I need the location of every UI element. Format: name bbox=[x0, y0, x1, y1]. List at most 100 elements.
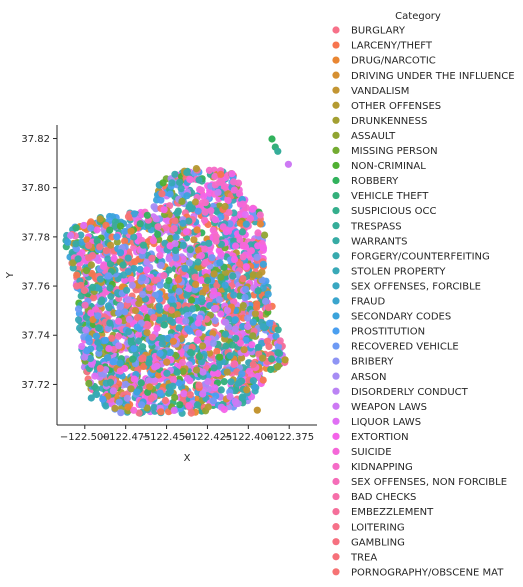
scatter-point bbox=[261, 231, 269, 239]
legend-marker bbox=[332, 508, 340, 516]
scatter-point bbox=[247, 247, 255, 255]
scatter-point bbox=[205, 166, 213, 174]
scatter-point bbox=[130, 406, 138, 414]
scatter-point bbox=[185, 402, 193, 410]
scatter-point bbox=[211, 216, 219, 224]
scatter-point bbox=[171, 170, 179, 178]
scatter-point bbox=[181, 265, 189, 273]
scatter-point bbox=[207, 207, 215, 215]
scatter-point bbox=[195, 329, 203, 337]
scatter-point bbox=[274, 363, 282, 371]
scatter-point bbox=[158, 190, 166, 198]
scatter-point bbox=[157, 261, 165, 269]
scatter-point bbox=[133, 388, 141, 396]
scatter-point bbox=[104, 302, 112, 310]
scatter-point bbox=[216, 353, 224, 361]
scatter-point bbox=[232, 242, 240, 250]
scatter-point bbox=[169, 376, 178, 384]
scatter-point bbox=[156, 281, 164, 289]
scatter-point bbox=[167, 234, 175, 243]
scatter-point bbox=[136, 220, 144, 228]
scatter-point bbox=[140, 362, 148, 370]
scatter-point bbox=[121, 237, 129, 245]
y-tick-label: 37.76 bbox=[21, 282, 50, 293]
scatter-point bbox=[160, 321, 168, 329]
scatter-point bbox=[212, 233, 220, 241]
scatter-point bbox=[94, 338, 102, 347]
scatter-point bbox=[171, 217, 179, 225]
scatter-point bbox=[244, 314, 252, 322]
scatter-point bbox=[264, 304, 273, 312]
scatter-point bbox=[127, 275, 135, 284]
scatter-point bbox=[85, 334, 93, 342]
legend-marker bbox=[332, 101, 340, 109]
legend-label: BRIBERY bbox=[351, 357, 394, 368]
scatter-point bbox=[242, 336, 250, 344]
scatter-point bbox=[160, 206, 168, 214]
scatter-point bbox=[111, 222, 119, 230]
legend-marker bbox=[332, 402, 340, 410]
legend-label: MISSING PERSON bbox=[351, 146, 438, 157]
scatter-point bbox=[143, 328, 151, 337]
legend-label: FORGERY/COUNTERFEITING bbox=[351, 251, 490, 262]
scatter-point bbox=[157, 408, 165, 416]
scatter-point bbox=[123, 394, 131, 402]
scatter-point bbox=[217, 213, 225, 221]
scatter-point bbox=[201, 199, 210, 207]
legend-label: DISORDERLY CONDUCT bbox=[351, 387, 469, 398]
scatter-point bbox=[198, 295, 206, 303]
scatter-point bbox=[229, 272, 237, 280]
scatter-point bbox=[124, 296, 132, 304]
scatter-point bbox=[102, 402, 110, 410]
scatter-point bbox=[226, 393, 234, 401]
scatter-point bbox=[191, 286, 199, 294]
scatter-point bbox=[211, 172, 219, 181]
legend-marker bbox=[332, 56, 340, 64]
scatter-point bbox=[106, 226, 114, 234]
scatter-point bbox=[231, 325, 239, 333]
scatter-point bbox=[81, 353, 89, 361]
scatter-point bbox=[122, 380, 130, 388]
scatter-point bbox=[243, 386, 251, 394]
scatter-point bbox=[157, 196, 165, 204]
scatter-point bbox=[111, 404, 119, 412]
scatter-point bbox=[256, 211, 264, 219]
scatter-point bbox=[98, 296, 106, 304]
scatter-point bbox=[205, 239, 213, 247]
scatter-point bbox=[182, 306, 190, 314]
scatter-point bbox=[217, 273, 225, 281]
scatter-point bbox=[140, 304, 148, 312]
scatter-point bbox=[226, 220, 234, 228]
scatter-point bbox=[240, 346, 248, 354]
scatter-point bbox=[215, 296, 223, 304]
scatter-points bbox=[62, 135, 292, 417]
legend-label: SUICIDE bbox=[351, 447, 392, 458]
scatter-point bbox=[210, 270, 218, 278]
scatter-point bbox=[197, 276, 205, 285]
legend-label: LARCENY/THEFT bbox=[351, 41, 433, 52]
scatter-point bbox=[139, 241, 147, 249]
scatter-point bbox=[174, 276, 183, 284]
scatter-point bbox=[209, 339, 217, 347]
scatter-point bbox=[169, 337, 177, 345]
scatter-point bbox=[197, 252, 205, 260]
scatter-point bbox=[259, 244, 268, 252]
scatter-point bbox=[143, 404, 151, 412]
scatter-point bbox=[195, 353, 203, 361]
legend-label: ARSON bbox=[351, 372, 387, 383]
legend-marker bbox=[332, 462, 340, 471]
scatter-point bbox=[147, 395, 155, 403]
scatter-point bbox=[170, 225, 178, 233]
legend-label: KIDNAPPING bbox=[351, 462, 413, 473]
scatter-point bbox=[127, 338, 135, 346]
scatter-point bbox=[171, 240, 179, 248]
scatter-point bbox=[210, 287, 218, 295]
scatter-point bbox=[186, 246, 194, 254]
scatter-point bbox=[192, 280, 200, 288]
scatter-point bbox=[139, 354, 147, 362]
scatter-point bbox=[107, 241, 115, 249]
scatter-point bbox=[96, 364, 104, 372]
scatter-point bbox=[213, 347, 221, 355]
scatter-point bbox=[72, 224, 80, 232]
